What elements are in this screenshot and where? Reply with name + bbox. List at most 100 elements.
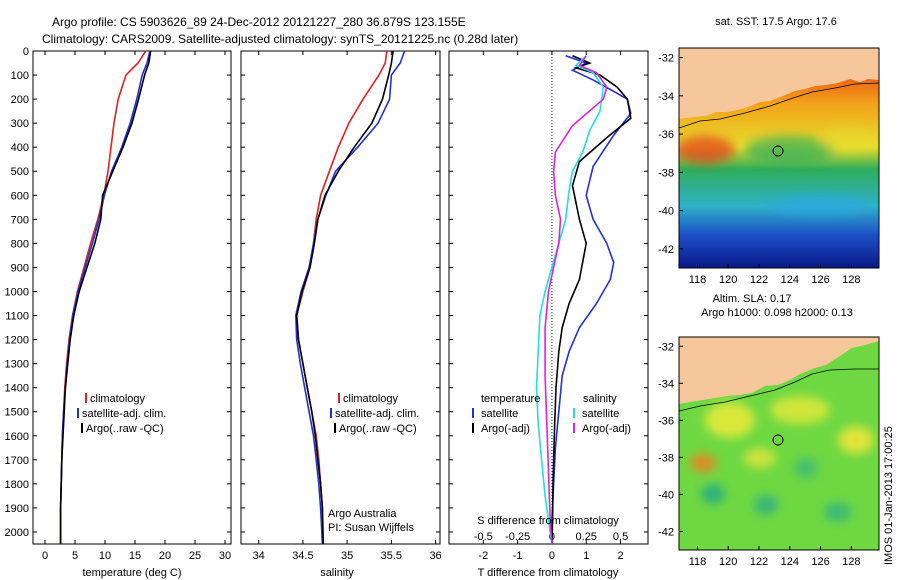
salinity-xlabel: salinity <box>320 567 354 579</box>
sla-yellow-patch <box>838 426 874 454</box>
sla-teal-patch <box>794 458 818 478</box>
sla-map <box>679 337 879 550</box>
figure-title-line2: Climatology: CARS2009. Satellite-adjuste… <box>42 32 518 46</box>
depth-tick-label: 700 <box>11 214 29 226</box>
map-x-tick-label: 118 <box>689 556 707 568</box>
map-y-tick-label: -42 <box>658 244 674 256</box>
series-line-climatology <box>59 50 147 544</box>
depth-tick-label: 100 <box>11 70 29 82</box>
sst-map <box>679 48 879 268</box>
series-line-argo <box>295 50 394 545</box>
depth-tick-label: 800 <box>11 238 29 250</box>
land <box>679 48 879 119</box>
x-tick-label: 2 <box>617 550 623 562</box>
legend-label-climatology: climatology <box>90 393 146 405</box>
map-y-tick-label: -38 <box>658 167 674 179</box>
argo-position-marker <box>772 434 784 446</box>
top-x-tick-label: -0.5 <box>474 531 493 543</box>
x-tick-label: 0 <box>549 550 555 562</box>
x-tick-label: 5 <box>72 550 78 562</box>
map-y-tick-label: -36 <box>658 129 674 141</box>
series-line-argo <box>59 50 152 544</box>
depth-tick-label: 0 <box>23 46 29 58</box>
x-tick-label: 35.5 <box>381 550 402 562</box>
sla-map-title1: Altim. SLA: 0.17 <box>713 293 792 305</box>
depth-tick-label: 1500 <box>5 407 29 419</box>
series-line-temperature-t_satellite <box>551 55 632 544</box>
argo-position-marker <box>772 145 784 157</box>
sla-teal-patch <box>701 484 725 504</box>
depth-tick-label: 1200 <box>5 335 29 347</box>
difference-xlabel: T difference from climatology <box>478 567 619 579</box>
salinity-axes <box>240 50 441 545</box>
series-line-satellite <box>294 50 406 545</box>
legend-label-climatology: climatology <box>343 393 399 405</box>
sla-texture <box>690 396 874 521</box>
temperature-axes <box>32 50 232 545</box>
x-tick-label: 36 <box>429 550 441 562</box>
sst-map-frame <box>678 47 880 269</box>
difference-axes <box>448 50 649 545</box>
map-x-tick-label: 126 <box>811 556 829 568</box>
sla-yellow-patch <box>744 448 776 468</box>
x-tick-label: 20 <box>159 550 171 562</box>
sst-yellow-patch <box>820 128 879 152</box>
isobath <box>679 368 879 412</box>
depth-tick-label: 900 <box>11 262 29 274</box>
depth-tick-label: 1700 <box>5 455 29 467</box>
legend-label-t-argo: Argo(-adj) <box>481 423 530 435</box>
depth-tick-label: 1900 <box>5 503 29 515</box>
map-y-tick-label: -36 <box>658 415 674 427</box>
x-tick-label: -1 <box>513 550 523 562</box>
difference-legend: temperature salinity satellite Argo(-adj… <box>472 393 631 435</box>
top-x-tick-label: 0.25 <box>576 531 597 543</box>
map-x-tick-label: 124 <box>781 556 799 568</box>
depth-tick-label: 300 <box>11 118 29 130</box>
x-tick-label: 34.5 <box>292 550 313 562</box>
depth-tick-label: 1100 <box>5 311 29 323</box>
sla-map-axes: 118 120 122 124 126 128 -32 -34 -36 -38 -40 -42 <box>658 341 860 568</box>
imos-credit: IMOS 01-Jan-2013 17:00:25 <box>883 426 895 565</box>
difference-plot: -2 -1 0 1 2-0.5 -0.25 0 0.25 0.5 <box>474 51 632 562</box>
map-y-tick-label: -38 <box>658 452 674 464</box>
sst-warm-patch <box>679 136 735 164</box>
legend-header-temperature: temperature <box>481 393 540 405</box>
depth-tick-label: 1800 <box>5 479 29 491</box>
temperature-xlabel: temperature (deg C) <box>82 567 181 579</box>
temperature-plot: 0 5 10 15 20 25 30 <box>42 50 231 562</box>
top-x-tick-label: -0.25 <box>505 531 530 543</box>
sla-map-title2: Argo h1000: 0.098 h2000: 0.13 <box>701 307 853 319</box>
legend-label-s-satellite: satellite <box>582 408 619 420</box>
map-y-tick-label: -32 <box>658 341 674 353</box>
difference-top-xlabel: S difference from climatology <box>477 515 619 527</box>
map-y-tick-label: -42 <box>658 526 674 538</box>
x-tick-label: 34 <box>253 550 265 562</box>
depth-tick-label: 500 <box>11 166 29 178</box>
x-tick-label: 35 <box>341 550 353 562</box>
salinity-plot: 34 34.5 35 35.5 36 <box>253 50 442 562</box>
x-tick-label: 10 <box>99 550 111 562</box>
series-line-climatology <box>295 50 388 544</box>
depth-tick-label: 400 <box>11 142 29 154</box>
x-tick-label: 25 <box>189 550 201 562</box>
land <box>679 337 879 404</box>
map-x-tick-label: 128 <box>842 556 860 568</box>
sla-teal-patch <box>754 495 778 515</box>
legend-header-salinity: salinity <box>583 393 617 405</box>
sst-texture <box>679 128 879 215</box>
map-x-tick-label: 118 <box>689 274 707 286</box>
depth-tick-label: 1300 <box>5 359 29 371</box>
map-x-tick-label: 120 <box>719 556 737 568</box>
legend-label-t-satellite: satellite <box>481 408 518 420</box>
legend-label-s-argo: Argo(-adj) <box>582 423 631 435</box>
map-x-tick-label: 128 <box>842 274 860 286</box>
top-x-tick-label: 0.5 <box>613 531 628 543</box>
sst-cyan-patch <box>770 195 870 215</box>
legend-label-satellite: satellite-adj. clim. <box>335 408 419 420</box>
temperature-legend: climatology satellite-adj. clim. Argo(..… <box>77 393 166 435</box>
series-line-satellite <box>59 50 151 544</box>
sla-orange-patch <box>690 454 716 472</box>
x-tick-label: -2 <box>478 550 488 562</box>
map-y-tick-label: -40 <box>658 206 674 218</box>
map-x-tick-label: 122 <box>750 556 768 568</box>
